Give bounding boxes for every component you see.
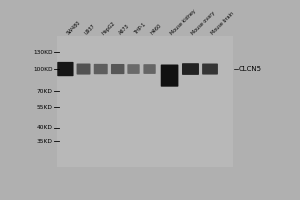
Text: Mouse ovary: Mouse ovary — [190, 10, 216, 36]
Text: Mouse kidney: Mouse kidney — [169, 8, 197, 36]
Text: 55KD: 55KD — [37, 105, 53, 110]
Text: HepG2: HepG2 — [101, 20, 116, 36]
FancyBboxPatch shape — [57, 62, 74, 76]
Text: 130KD: 130KD — [33, 50, 53, 55]
Text: THP-1: THP-1 — [134, 22, 147, 36]
FancyBboxPatch shape — [76, 64, 91, 75]
FancyBboxPatch shape — [94, 64, 108, 74]
FancyBboxPatch shape — [128, 64, 140, 74]
Text: 100KD: 100KD — [33, 67, 53, 72]
Text: SW480: SW480 — [65, 20, 81, 36]
Text: U937: U937 — [83, 23, 96, 36]
Bar — [57, 36, 233, 167]
FancyBboxPatch shape — [161, 65, 178, 87]
Text: A673: A673 — [118, 23, 130, 36]
FancyBboxPatch shape — [111, 64, 124, 74]
FancyBboxPatch shape — [143, 64, 156, 74]
Text: 70KD: 70KD — [37, 89, 53, 94]
Text: CLCN5: CLCN5 — [238, 66, 262, 72]
Text: 35KD: 35KD — [37, 139, 53, 144]
FancyBboxPatch shape — [202, 64, 218, 75]
FancyBboxPatch shape — [182, 63, 199, 75]
Text: Mouse brain: Mouse brain — [210, 11, 235, 36]
Text: H460: H460 — [150, 23, 162, 36]
Text: 40KD: 40KD — [37, 125, 53, 130]
